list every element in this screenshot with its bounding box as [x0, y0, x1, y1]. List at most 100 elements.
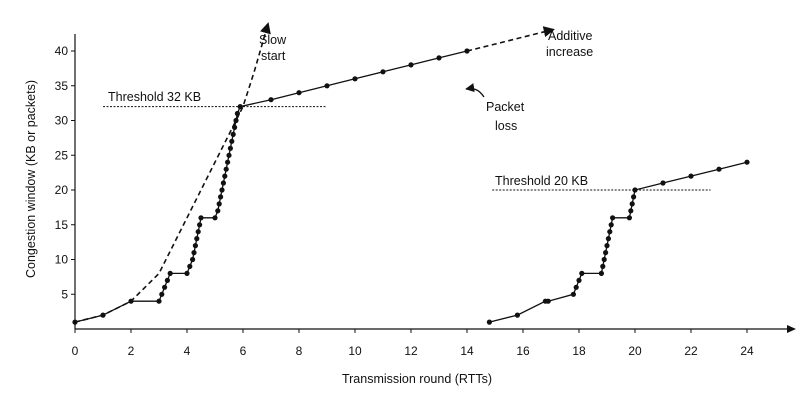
data-point: [632, 187, 638, 193]
data-point: [629, 201, 635, 207]
y-tick-label: 35: [55, 79, 69, 93]
data-point: [716, 166, 722, 172]
data-point: [268, 97, 274, 103]
data-point: [218, 194, 224, 200]
slow-start-label-line2: start: [261, 49, 286, 63]
data-point: [195, 229, 201, 235]
data-point: [192, 243, 198, 249]
data-point: [234, 110, 240, 117]
data-point: [220, 180, 226, 186]
data-point: [604, 243, 610, 249]
data-point: [167, 270, 173, 276]
data-point: [324, 83, 330, 89]
data-point: [215, 208, 221, 214]
x-axis-ticks: 0 2 4 6 8 10 12 14 16 18 20 22 24: [72, 329, 754, 358]
data-point: [408, 62, 414, 68]
dashed-line-segment: [466, 26, 555, 52]
data-point: [573, 284, 579, 290]
data-point: [230, 131, 236, 137]
data-point: [631, 194, 637, 200]
dashed-line-segment: [74, 22, 271, 323]
data-point: [212, 215, 218, 221]
data-point: [486, 319, 492, 325]
x-tick-label: 16: [516, 344, 530, 358]
data-point: [184, 270, 190, 276]
data-point: [603, 250, 609, 256]
data-point: [162, 284, 168, 290]
data-point: [216, 201, 222, 207]
slow-start-label-line1: Slow: [259, 33, 287, 47]
data-point: [352, 76, 358, 82]
data-point: [436, 55, 442, 61]
data-point: [545, 298, 551, 304]
y-tick-label: 25: [55, 148, 69, 162]
data-point: [194, 236, 200, 242]
x-tick-label: 22: [684, 344, 698, 358]
x-tick-label: 10: [348, 344, 362, 358]
x-tick-label: 14: [460, 344, 474, 358]
packet-loss-label-line1: Packet: [486, 100, 525, 114]
data-point: [688, 173, 694, 179]
data-point: [190, 256, 196, 263]
data-point: [380, 69, 386, 75]
data-point: [187, 263, 193, 269]
x-tick-label: 0: [72, 344, 79, 358]
series-layer: [72, 22, 750, 325]
data-point: [570, 291, 577, 297]
data-point: [296, 90, 302, 96]
y-tick-label: 5: [61, 287, 68, 301]
x-tick-label: 8: [296, 344, 303, 358]
data-point: [628, 208, 634, 214]
y-tick-label: 40: [55, 44, 69, 58]
data-point: [223, 166, 229, 172]
additive-increase-label-line1: Additive: [548, 29, 593, 43]
data-point: [600, 263, 606, 269]
data-point: [598, 270, 605, 276]
data-point: [233, 117, 239, 124]
data-point: [610, 215, 616, 221]
packet-loss-arrow: [465, 83, 485, 98]
data-point: [164, 277, 170, 283]
data-point: [626, 215, 633, 221]
data-point: [198, 215, 204, 221]
x-axis-title: Transmission round (RTTs): [342, 372, 492, 386]
x-tick-label: 24: [740, 344, 754, 358]
data-point: [226, 152, 232, 158]
packet-loss-label-line2: loss: [495, 119, 517, 133]
x-tick-label: 18: [572, 344, 586, 358]
y-tick-label: 10: [55, 253, 69, 267]
data-point: [229, 138, 235, 144]
x-tick-label: 4: [184, 344, 191, 358]
threshold-32-label: Threshold 32 KB: [108, 90, 201, 104]
data-point: [222, 173, 228, 179]
data-point: [744, 159, 750, 165]
x-axis-arrowhead: [787, 325, 796, 333]
data-point: [576, 277, 582, 283]
data-point: [156, 298, 162, 304]
additive-increase-label-line2: increase: [546, 45, 593, 59]
data-point: [227, 145, 233, 151]
data-point: [191, 250, 197, 256]
data-point: [608, 222, 614, 228]
data-point: [159, 291, 165, 297]
data-point: [197, 222, 203, 228]
x-tick-label: 6: [240, 344, 247, 358]
data-point: [225, 159, 231, 165]
y-axis-ticks: 5 10 15 20 25 30 35 40: [55, 44, 75, 301]
data-point: [219, 187, 225, 193]
data-point: [607, 229, 613, 235]
y-tick-label: 30: [55, 114, 69, 128]
y-axis-title: Congestion window (KB or packets): [24, 80, 38, 278]
data-point: [660, 180, 666, 186]
x-tick-label: 12: [404, 344, 418, 358]
threshold-20-label: Threshold 20 KB: [495, 174, 588, 188]
y-tick-label: 15: [55, 218, 69, 232]
data-point: [579, 270, 585, 276]
data-point: [601, 256, 607, 263]
data-point: [605, 236, 612, 242]
x-tick-label: 2: [128, 344, 135, 358]
y-tick-label: 20: [55, 183, 69, 197]
data-point: [514, 312, 521, 318]
x-tick-label: 20: [628, 344, 642, 358]
